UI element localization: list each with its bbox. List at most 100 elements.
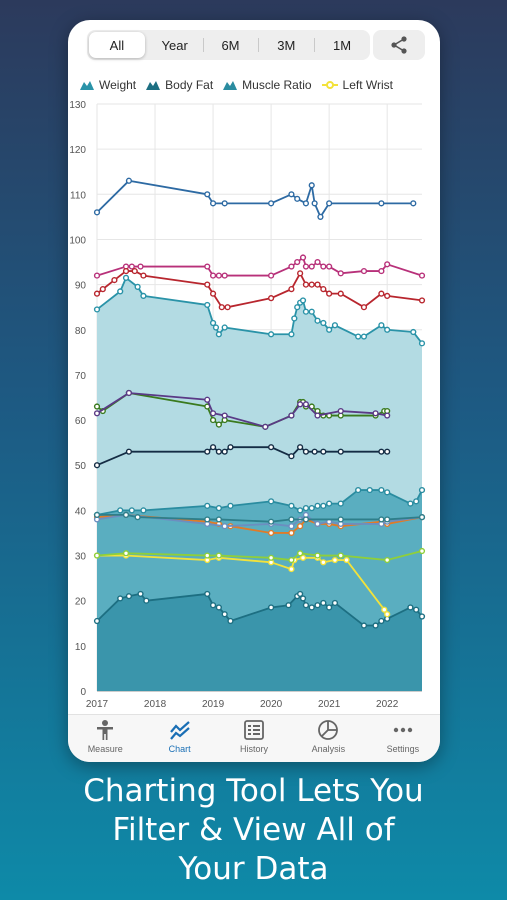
data-point[interactable] (93, 617, 101, 625)
data-point[interactable] (221, 412, 228, 419)
data-point[interactable] (308, 182, 315, 189)
data-point[interactable] (297, 550, 304, 557)
data-point[interactable] (268, 529, 275, 537)
data-point[interactable] (418, 297, 426, 304)
data-point[interactable] (93, 209, 101, 216)
data-point[interactable] (337, 552, 344, 559)
data-point[interactable] (314, 602, 321, 609)
data-point[interactable] (326, 604, 333, 611)
data-point[interactable] (418, 486, 426, 494)
data-point[interactable] (93, 290, 101, 297)
data-point[interactable] (93, 511, 101, 519)
data-point[interactable] (299, 595, 307, 602)
data-point[interactable] (378, 200, 385, 207)
data-point[interactable] (143, 597, 150, 604)
data-point[interactable] (410, 200, 417, 207)
data-point[interactable] (299, 254, 307, 261)
data-point[interactable] (291, 315, 298, 322)
data-point[interactable] (93, 410, 101, 417)
data-point[interactable] (204, 448, 211, 455)
data-point[interactable] (288, 191, 295, 198)
data-point[interactable] (204, 396, 211, 403)
data-point[interactable] (268, 272, 275, 279)
data-point[interactable] (204, 301, 211, 309)
data-point[interactable] (418, 340, 426, 347)
data-point[interactable] (221, 272, 228, 279)
data-point[interactable] (418, 613, 426, 620)
data-point[interactable] (128, 507, 135, 514)
data-point[interactable] (297, 507, 304, 514)
data-point[interactable] (215, 516, 222, 523)
data-point[interactable] (215, 552, 222, 559)
data-point[interactable] (384, 448, 391, 455)
data-point[interactable] (337, 516, 344, 523)
data-point[interactable] (140, 272, 147, 279)
data-point[interactable] (221, 324, 228, 331)
data-point[interactable] (218, 304, 225, 311)
data-point[interactable] (320, 599, 327, 607)
data-point[interactable] (268, 331, 275, 338)
data-point[interactable] (117, 595, 124, 602)
data-point[interactable] (268, 444, 275, 451)
data-point[interactable] (337, 500, 344, 507)
data-point[interactable] (288, 453, 295, 460)
data-point[interactable] (209, 319, 217, 327)
period-tab-3m[interactable]: 3M (258, 30, 314, 60)
data-point[interactable] (93, 552, 101, 559)
data-point[interactable] (209, 410, 217, 417)
data-point[interactable] (418, 514, 426, 521)
data-point[interactable] (407, 604, 414, 611)
data-point[interactable] (314, 552, 321, 559)
data-point[interactable] (134, 514, 141, 521)
data-point[interactable] (93, 306, 101, 313)
data-point[interactable] (314, 317, 321, 324)
data-point[interactable] (99, 286, 106, 293)
data-point[interactable] (288, 565, 295, 573)
data-point[interactable] (372, 410, 379, 417)
period-tab-6m[interactable]: 6M (202, 30, 259, 60)
data-point[interactable] (326, 326, 333, 333)
data-point[interactable] (125, 448, 133, 455)
data-point[interactable] (302, 516, 310, 523)
data-point[interactable] (308, 505, 315, 512)
data-point[interactable] (299, 554, 307, 561)
data-point[interactable] (355, 333, 362, 340)
data-point[interactable] (413, 606, 420, 613)
data-point[interactable] (378, 290, 385, 297)
data-point[interactable] (314, 281, 321, 288)
data-point[interactable] (288, 523, 295, 530)
data-point[interactable] (137, 263, 144, 270)
data-point[interactable] (407, 500, 414, 507)
data-point[interactable] (366, 486, 373, 494)
data-point[interactable] (331, 322, 339, 329)
legend-item-weight[interactable]: Weight (80, 78, 136, 92)
data-point[interactable] (360, 304, 368, 311)
data-point[interactable] (378, 486, 385, 494)
period-tab-1m[interactable]: 1M (314, 30, 370, 60)
data-point[interactable] (384, 261, 391, 268)
data-point[interactable] (137, 590, 144, 598)
data-point[interactable] (360, 622, 368, 629)
data-point[interactable] (268, 498, 275, 505)
data-point[interactable] (337, 448, 344, 455)
data-point[interactable] (288, 502, 295, 509)
data-point[interactable] (215, 272, 222, 279)
data-point[interactable] (209, 602, 217, 609)
data-point[interactable] (331, 599, 339, 607)
data-point[interactable] (227, 617, 234, 625)
data-point[interactable] (326, 500, 333, 507)
data-point[interactable] (122, 550, 130, 557)
tab-settings[interactable]: Settings (366, 715, 440, 762)
tab-history[interactable]: History (217, 715, 291, 762)
data-point[interactable] (215, 604, 222, 611)
data-point[interactable] (308, 604, 315, 611)
data-point[interactable] (337, 270, 344, 277)
data-point[interactable] (308, 281, 315, 288)
data-point[interactable] (288, 412, 295, 419)
data-point[interactable] (117, 288, 124, 295)
data-point[interactable] (317, 213, 324, 220)
legend-item-body-fat[interactable]: Body Fat (146, 78, 213, 92)
data-point[interactable] (224, 304, 231, 311)
data-point[interactable] (215, 331, 222, 338)
data-point[interactable] (302, 401, 310, 408)
